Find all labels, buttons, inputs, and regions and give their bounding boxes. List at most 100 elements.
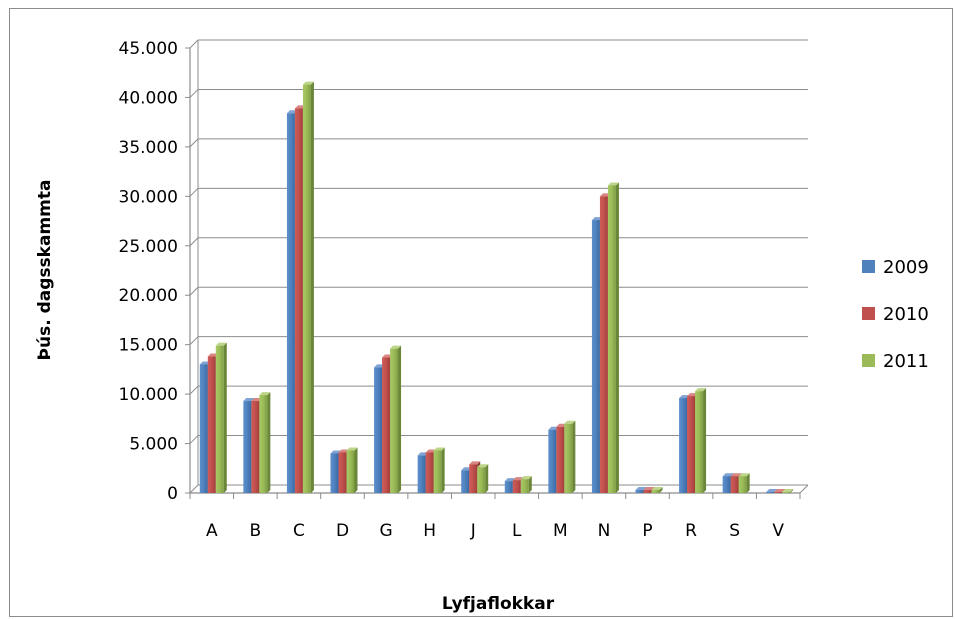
bar-front [730,476,739,493]
bar-front [469,464,478,493]
x-tick-label: G [379,521,392,541]
x-tick-label: H [423,521,436,541]
x-axis-title: Lyfjaflokkar [442,594,555,614]
bar-top [390,345,402,349]
bar-A-2011 [215,342,227,493]
chart-frame [9,8,953,617]
x-tick-label: V [772,521,784,541]
bar-D-2011 [346,447,358,493]
bar-front [548,429,557,493]
y-tick-label: 35.000 [119,138,178,158]
bar-side [703,388,707,493]
x-tick-label: P [642,521,652,541]
y-tick-label: 25.000 [119,237,178,257]
bar-front [330,453,339,493]
bar-front [390,348,399,493]
y-tick-labels: 0 5.000 10.000 15.000 20.000 25.000 30.000 35.0… [119,39,178,504]
bar-front [215,345,224,493]
bar-front [599,196,608,494]
bar-top [635,487,647,491]
y-tick-label: 30.000 [119,187,178,207]
bar-top [215,342,227,346]
bar-R-2011 [695,388,707,493]
bar-front [346,450,355,493]
bar-top [651,487,663,491]
bar-C-2011 [302,81,314,493]
gridline-depth [189,89,199,98]
bar-side [441,447,445,493]
bar-side [267,392,271,493]
legend: 2009 2010 2011 [862,257,929,372]
y-tick-label: 5.000 [129,435,178,455]
bar-top [730,473,742,477]
bar-front [374,367,383,493]
bar-top [564,420,576,424]
bar-top [302,81,314,85]
bar-top [738,473,750,477]
bar-front [738,476,747,493]
bar-top [643,487,655,491]
bar-front [251,401,260,493]
axes [185,40,809,499]
bar-front [259,395,268,493]
x-tick-label: J [470,521,476,541]
bar-top [766,489,778,493]
x-tick-label: M [553,521,568,541]
bar-front [461,470,470,493]
y-tick-label: 40.000 [119,88,178,108]
bar-front [338,452,347,493]
bar-side [572,420,576,493]
bar-top [782,489,794,493]
bar-front [591,220,600,494]
bar-front [243,401,252,493]
bar-front [199,364,208,493]
bar-side [790,489,794,493]
y-tick-label: 20.000 [119,286,178,306]
gridline-depth [189,286,199,296]
bar-top [469,461,481,465]
gridlines [189,39,808,494]
bar-N-2011 [607,182,619,493]
bar-front [774,492,783,493]
gridline-depth [189,336,199,346]
bar-front [635,490,644,493]
bar-front [504,481,513,493]
legend-label-2011: 2011 [883,351,929,372]
bar-front [643,490,652,493]
bar-front [512,480,521,493]
bar-front [607,185,616,493]
bar-side [223,342,227,493]
bar-side [310,81,314,493]
x-tick-label: S [729,521,740,541]
bar-B-2011 [259,392,271,493]
bar-front [477,467,486,493]
bar-top [607,182,619,186]
bar-P-2011 [651,487,663,493]
y-tick-label: 10.000 [119,385,178,405]
gridline-depth [189,138,199,148]
bar-top [520,476,532,480]
bar-top [477,464,489,468]
bar-front [286,113,295,494]
bar-top [774,489,786,493]
y-tick-label: 15.000 [119,336,178,356]
y-axis-title: Þús. dagsskammta [35,180,55,361]
y-tick-label: 45.000 [119,39,178,59]
gridline-depth [189,385,199,395]
bar-front [207,356,216,493]
bar-top [433,447,445,451]
floor-edge [799,484,809,494]
bar-front [433,450,442,493]
bar-front [722,476,731,493]
y-tick-label: 0 [167,484,178,504]
x-tick-label: L [512,521,522,541]
bar-V-2011 [782,489,794,493]
x-tick-label: C [293,521,305,541]
bar-top [259,392,271,396]
bar-front [294,108,303,494]
bar-L-2011 [520,476,532,493]
legend-label-2010: 2010 [883,304,929,325]
bar-front [782,492,791,493]
